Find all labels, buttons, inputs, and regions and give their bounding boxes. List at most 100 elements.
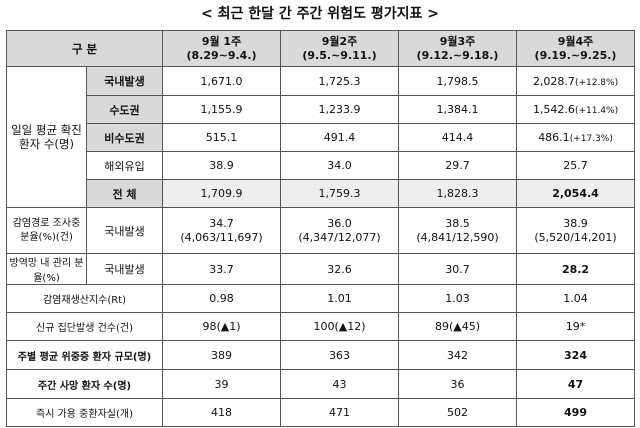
managed-label: 방역망 내 관리 분율(%) — [6, 253, 87, 285]
non-capital-change: (+17.3%) — [569, 134, 613, 144]
managed-value: 28.2 — [516, 253, 636, 285]
domestic-value: 1,671.0 — [162, 66, 282, 96]
page-title: < 최근 한달 간 주간 위험도 평가지표 > — [201, 6, 439, 22]
deaths-value: 43 — [280, 369, 400, 399]
beds-value: 471 — [280, 398, 400, 427]
clusters-value: 19* — [516, 312, 636, 341]
deaths-value: 47 — [516, 369, 636, 399]
overseas-value: 25.7 — [516, 151, 636, 180]
investigating-value: 38.5 — [445, 216, 470, 230]
managed-row: 방역망 내 관리 분율(%) 국내발생 33.7 32.6 30.7 28.2 — [6, 253, 636, 285]
managed-value: 32.6 — [280, 253, 400, 285]
total-value: 2,054.4 — [516, 179, 636, 208]
capital-label: 수도권 — [85, 95, 164, 124]
clusters-value: 100(▲12) — [280, 312, 400, 341]
non-capital-row: 비수도권 515.1 491.4 414.4 486.1(+17.3%) — [7, 123, 636, 152]
domestic-value: 2,028.7 — [532, 74, 575, 88]
week-range: (8.29~9.4.) — [186, 48, 257, 62]
domestic-value: 1,798.5 — [398, 66, 518, 96]
investigating-cell: 38.5 (4,841/12,590) — [398, 207, 518, 254]
week-header-1: 9월 1주 (8.29~9.4.) — [162, 30, 282, 67]
overseas-row: 해외유입 38.9 34.0 29.7 25.7 — [7, 151, 636, 180]
clusters-label: 신규 집단발생 건수(건) — [5, 312, 164, 341]
overseas-value: 34.0 — [280, 151, 400, 180]
investigating-value: 36.0 — [327, 216, 352, 230]
deaths-value: 39 — [162, 369, 282, 399]
capital-value: 1,542.6 — [532, 103, 575, 116]
daily-avg-label: 일일 평균 확진환자 수(명) — [6, 66, 87, 208]
week-name: 9월4주 — [557, 34, 594, 48]
clusters-value: 98(▲1) — [162, 312, 282, 341]
deaths-row: 주간 사망 환자 수(명) 39 43 36 47 — [5, 369, 636, 399]
week-range: (9.5.~9.11.) — [302, 48, 377, 62]
week-name: 9월 1주 — [201, 34, 242, 48]
investigating-detail: (4,347/12,077) — [298, 230, 381, 244]
capital-value: 1,233.9 — [280, 95, 400, 124]
beds-label: 즉시 가용 중환자실(개) — [5, 398, 164, 427]
total-value: 1,759.3 — [280, 179, 400, 208]
investigating-cell: 36.0 (4,347/12,077) — [280, 207, 400, 254]
total-row: 전 체 1,709.9 1,759.3 1,828.3 2,054.4 — [6, 179, 636, 208]
investigating-row: 감염경로 조사중 분율(%)(건) 국내발생 34.7 (4,063/11,697… — [6, 207, 636, 254]
non-capital-value: 491.4 — [280, 123, 400, 152]
capital-change: (+11.4%) — [574, 106, 619, 116]
beds-value: 499 — [516, 398, 636, 427]
overseas-value: 29.7 — [398, 151, 518, 180]
severe-value: 342 — [398, 340, 518, 370]
investigating-detail: (4,841/12,590) — [416, 230, 499, 244]
non-capital-label: 비수도권 — [85, 123, 164, 152]
category-header: 구 분 — [5, 30, 164, 67]
deaths-value: 36 — [398, 369, 518, 399]
non-capital-value: 414.4 — [398, 123, 518, 152]
managed-sub: 국내발생 — [85, 253, 164, 285]
week-header-2: 9월2주 (9.5.~9.11.) — [280, 30, 400, 67]
week-range: (9.19.~9.25.) — [534, 48, 617, 62]
week-range: (9.12.~9.18.) — [416, 48, 499, 62]
investigating-value: 38.9 — [563, 216, 588, 230]
investigating-value: 34.7 — [209, 216, 234, 230]
domestic-row: 일일 평균 확진환자 수(명) 국내발생 1,671.0 1,725.3 1,7… — [6, 66, 636, 208]
domestic-label: 국내발생 — [85, 66, 164, 96]
rt-value: 1.03 — [398, 284, 518, 313]
week-header-3: 9월3주 (9.12.~9.18.) — [398, 30, 518, 67]
severe-label: 주별 평균 위중증 환자 규모(명) — [5, 340, 164, 370]
domestic-value: 1,725.3 — [280, 66, 400, 96]
capital-value-latest: 1,542.6(+11.4%) — [516, 95, 636, 124]
deaths-label: 주간 사망 환자 수(명) — [5, 369, 164, 399]
managed-value: 33.7 — [162, 253, 282, 285]
investigating-detail: (5,520/14,201) — [534, 230, 617, 244]
capital-value: 1,384.1 — [398, 95, 518, 124]
severe-value: 389 — [162, 340, 282, 370]
clusters-row: 신규 집단발생 건수(건) 98(▲1) 100(▲12) 89(▲45) 19… — [5, 312, 636, 341]
rt-label: 감염재생산지수(Rt) — [5, 284, 164, 313]
total-label: 전 체 — [85, 179, 164, 208]
overseas-label: 해외유입 — [85, 151, 164, 180]
beds-value: 418 — [162, 398, 282, 427]
week-header-4: 9월4주 (9.19.~9.25.) — [516, 30, 636, 67]
domestic-value-latest: 2,028.7(+12.8%) — [516, 66, 636, 96]
week-name: 9월2주 — [321, 34, 358, 48]
capital-row: 수도권 1,155.9 1,233.9 1,384.1 1,542.6(+11.… — [7, 95, 636, 124]
investigating-cell: 34.7 (4,063/11,697) — [162, 207, 282, 254]
risk-indicator-table: 구 분 9월 1주 (8.29~9.4.) 9월2주 (9.5.~9.11.) 9월… — [5, 30, 636, 427]
severe-row: 주별 평균 위중증 환자 규모(명) 389 363 342 324 — [5, 340, 636, 370]
clusters-value: 89(▲45) — [398, 312, 518, 341]
investigating-cell: 38.9 (5,520/14,201) — [516, 207, 636, 254]
total-value: 1,828.3 — [398, 179, 518, 208]
investigating-sub: 국내발생 — [85, 207, 164, 254]
severe-value: 324 — [516, 340, 636, 370]
non-capital-value: 515.1 — [162, 123, 282, 152]
rt-value: 1.04 — [516, 284, 636, 313]
header-row: 구 분 9월 1주 (8.29~9.4.) 9월2주 (9.5.~9.11.) 9월… — [5, 30, 636, 67]
week-name: 9월3주 — [439, 34, 476, 48]
overseas-value: 38.9 — [162, 151, 282, 180]
rt-value: 1.01 — [280, 284, 400, 313]
beds-row: 즉시 가용 중환자실(개) 418 471 502 499 — [5, 398, 636, 427]
domestic-change: (+12.8%) — [574, 77, 619, 88]
capital-value: 1,155.9 — [162, 95, 282, 124]
managed-value: 30.7 — [398, 253, 518, 285]
beds-value: 502 — [398, 398, 518, 427]
non-capital-value-latest: 486.1(+17.3%) — [516, 123, 636, 152]
investigating-label: 감염경로 조사중 분율(%)(건) — [6, 207, 87, 254]
severe-value: 363 — [280, 340, 400, 370]
